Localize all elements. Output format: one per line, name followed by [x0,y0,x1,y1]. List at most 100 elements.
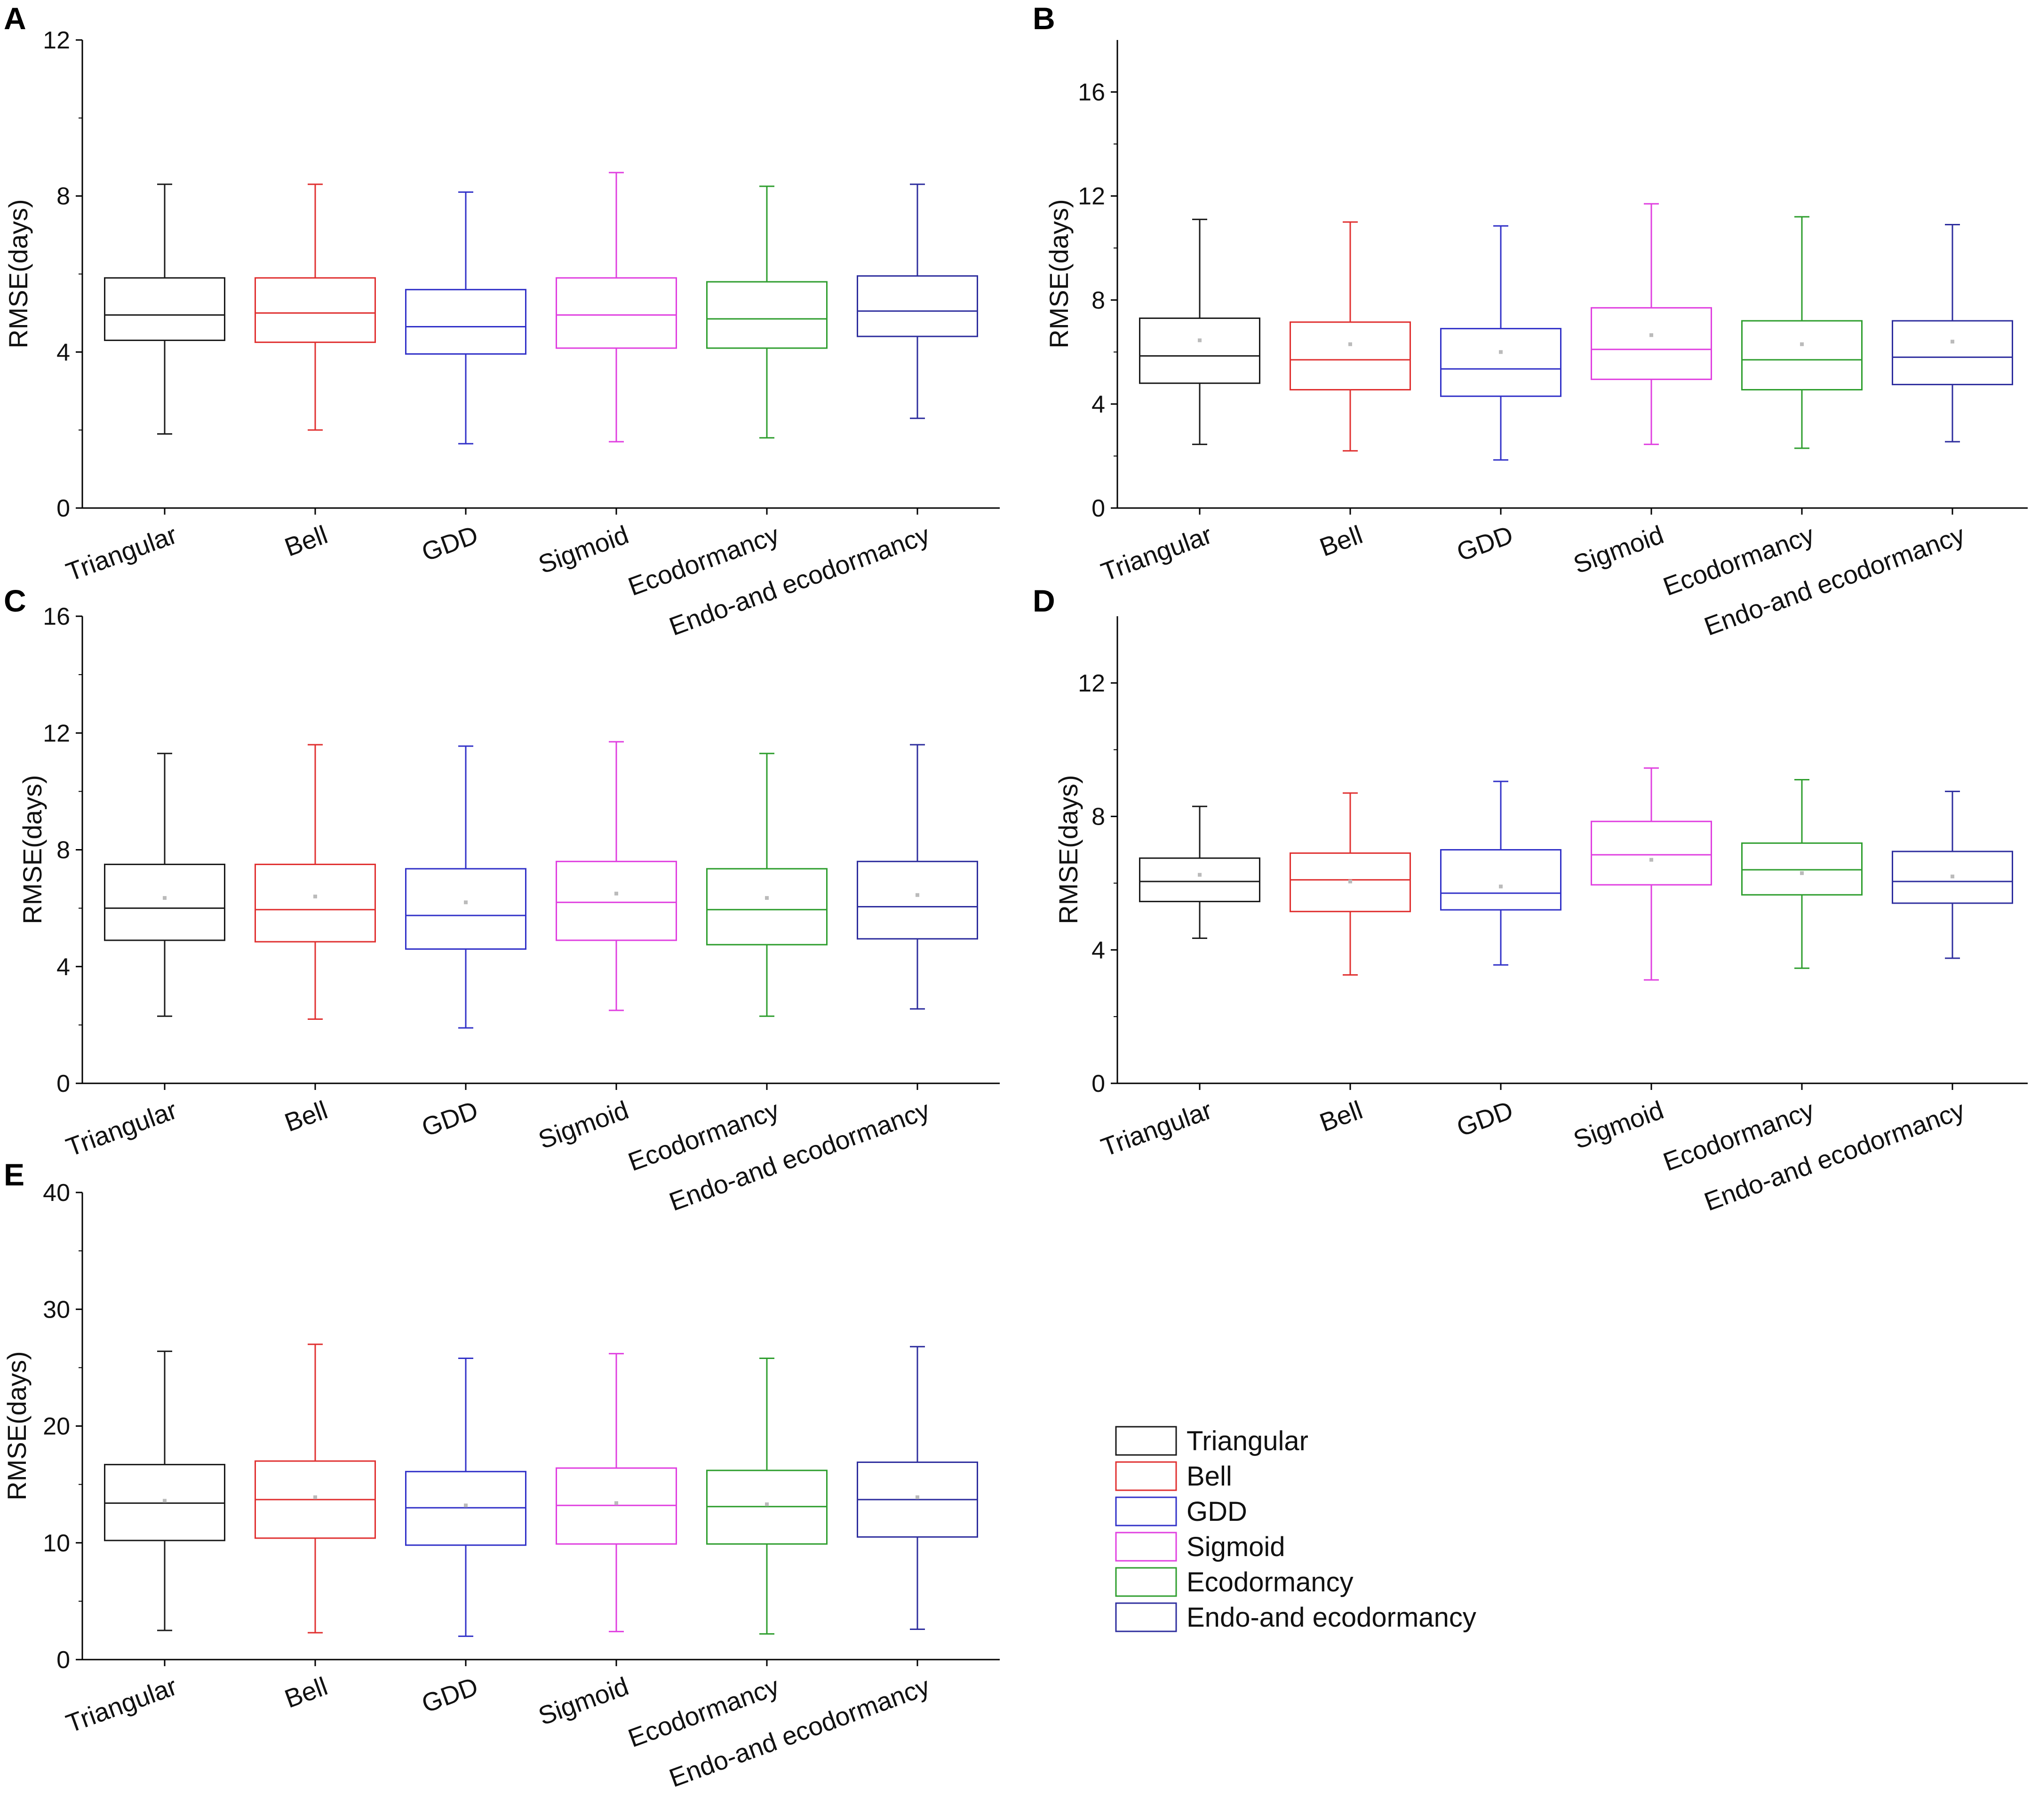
y-axis-title: RMSE(days) [1044,199,1074,348]
box-triangular [104,753,225,1017]
iqr-box [405,289,526,355]
box-sigmoid [556,741,677,1011]
y-tick-label: 8 [1091,803,1105,831]
y-tick-label: 12 [43,720,70,747]
mean-marker [1348,342,1352,346]
y-tick-label: 12 [43,27,70,54]
box-endo-and-ecodormancy [857,183,978,419]
iqr-box [857,860,978,940]
mean-marker [765,896,769,900]
mean-marker [1649,333,1653,337]
legend-swatch [1115,1461,1177,1491]
y-tick-label: 0 [56,1646,70,1674]
box-ecodormancy [706,753,828,1017]
mean-marker [1649,858,1653,862]
box-endo-and-ecodormancy [857,744,978,1010]
mean-marker [614,1501,618,1505]
iqr-box [1440,328,1561,397]
mean-marker [916,893,919,897]
mean-marker [313,1495,317,1499]
y-tick-label: 16 [1078,79,1105,106]
iqr-box [104,277,225,341]
legend-item: GDD [1115,1496,1247,1527]
iqr-box [1892,850,2013,904]
iqr-box [1741,842,1863,896]
legend-swatch [1115,1602,1177,1632]
mean-marker [1198,338,1202,342]
y-tick-label: 4 [56,339,70,366]
y-tick-label: 16 [43,603,70,630]
y-tick-label: 40 [43,1179,70,1207]
y-tick-label: 4 [1091,391,1105,418]
legend-item: Endo-and ecodormancy [1115,1602,1476,1633]
mean-marker [163,896,167,900]
mean-marker [163,1499,167,1503]
iqr-box [1741,320,1863,390]
box-triangular [1139,805,1260,939]
legend-label: Endo-and ecodormancy [1187,1602,1476,1633]
mean-marker [464,1503,468,1508]
box-sigmoid [1591,203,1712,445]
legend-item: Ecodormancy [1115,1567,1354,1597]
mean-marker [765,1502,769,1506]
panel-letter: B [1033,1,1055,36]
panel-letter: D [1033,583,1055,618]
box-gdd [405,745,526,1029]
mean-marker [1499,884,1503,889]
panel-letter: E [4,1157,24,1192]
iqr-box [1591,820,1712,886]
iqr-box [255,864,376,943]
iqr-box [1290,321,1411,390]
y-tick-label: 4 [56,954,70,981]
mean-marker [1800,342,1804,346]
box-bell [255,183,376,431]
y-tick-label: 12 [1078,183,1105,210]
box-triangular [104,183,225,435]
mean-marker [1951,874,1954,879]
iqr-box [405,868,526,950]
legend-item: Sigmoid [1115,1532,1285,1562]
iqr-box [1892,320,2013,385]
box-ecodormancy [1741,779,1863,969]
iqr-box [857,275,978,337]
y-tick-label: 0 [1091,495,1105,522]
box-bell [255,744,376,1020]
box-gdd [405,191,526,445]
box-endo-and-ecodormancy [1892,223,2013,443]
box-bell [1290,792,1411,976]
y-axis-title: RMSE(days) [3,199,33,348]
mean-marker [1198,873,1202,877]
box-gdd [1440,780,1561,966]
box-ecodormancy [706,1358,828,1635]
iqr-box [556,860,677,941]
legend-item: Bell [1115,1461,1232,1492]
box-endo-and-ecodormancy [857,1346,978,1630]
box-triangular [104,1351,225,1631]
box-ecodormancy [706,185,828,439]
box-sigmoid [1591,767,1712,981]
y-tick-label: 0 [1091,1070,1105,1097]
legend-label: Sigmoid [1187,1532,1285,1562]
mean-marker [1951,340,1954,344]
legend-swatch [1115,1426,1177,1456]
legend-swatch [1115,1496,1177,1526]
iqr-box [1139,317,1260,384]
box-triangular [1139,218,1260,445]
iqr-box [556,277,677,349]
panel-letter: A [4,1,26,36]
box-gdd [1440,225,1561,461]
mean-marker [1800,871,1804,875]
iqr-box [1440,849,1561,911]
legend-item: Triangular [1115,1426,1308,1456]
iqr-box [1290,852,1411,913]
y-axis-title: RMSE(days) [2,1351,32,1500]
y-tick-label: 30 [43,1296,70,1323]
box-gdd [405,1358,526,1637]
mean-marker [1499,350,1503,354]
y-tick-label: 12 [1078,670,1105,697]
box-sigmoid [556,172,677,443]
y-tick-label: 20 [43,1413,70,1440]
box-bell [1290,221,1411,452]
box-ecodormancy [1741,216,1863,449]
